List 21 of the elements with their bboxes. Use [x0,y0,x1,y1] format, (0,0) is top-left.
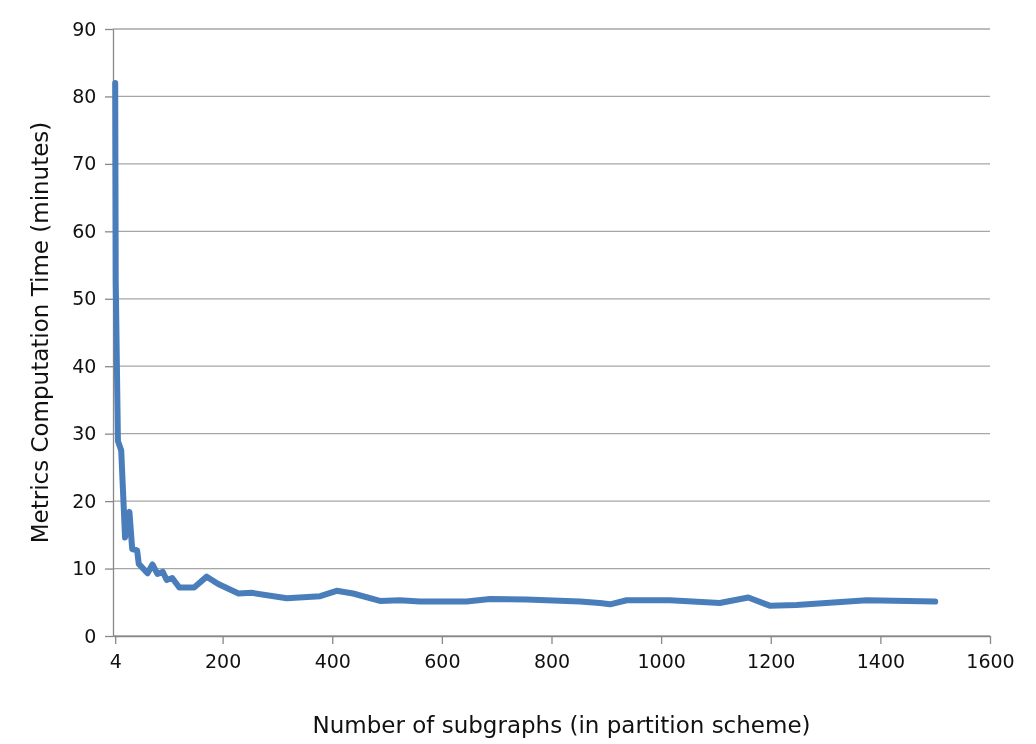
y-axis-title: Metrics Computation Time (minutes) [27,121,53,544]
x-tick-label: 1000 [637,649,686,672]
x-tick-label: 800 [533,649,571,672]
y-tick-label: 80 [72,85,97,108]
y-tick-label: 40 [72,354,97,377]
x-axis-title: Number of subgraphs (in partition scheme) [312,712,811,738]
x-tick-label: 200 [204,649,242,672]
y-tick-label: 20 [72,489,97,512]
x-tick-label: 400 [314,649,351,672]
y-tick-label: 60 [72,219,97,242]
x-tick-label: 4 [109,649,122,672]
y-tick-label: 50 [72,287,97,310]
y-tick-label: 30 [72,422,97,445]
x-tick-label: 600 [424,649,461,672]
y-tick-label: 90 [72,17,97,40]
x-tick-label: 1600 [966,649,1015,672]
x-tick-label: 1200 [747,649,796,672]
x-tick-label: 1400 [856,649,906,672]
y-tick-label: 0 [84,624,97,647]
y-tick-label: 10 [72,557,97,580]
y-tick-label: 70 [72,152,97,175]
